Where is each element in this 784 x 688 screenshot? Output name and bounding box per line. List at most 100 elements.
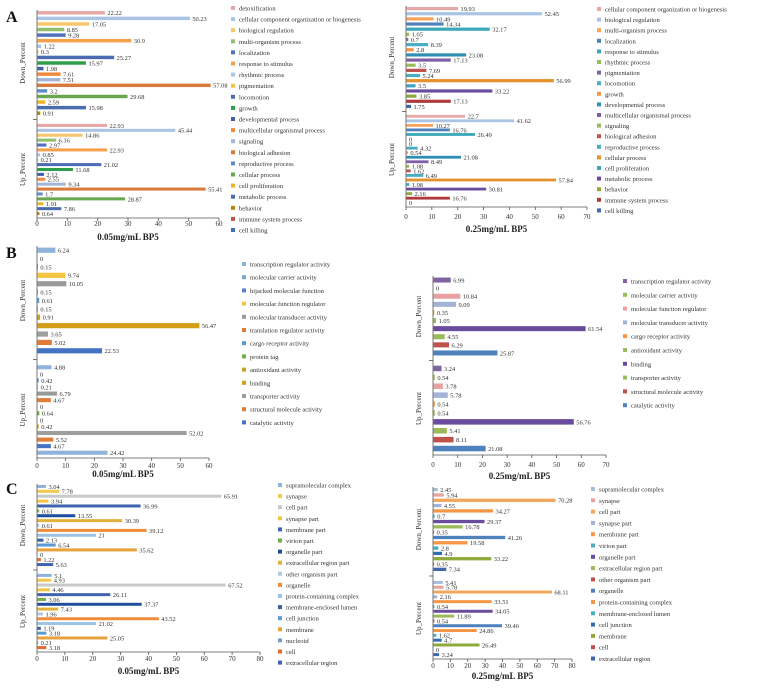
data-label: 34.27 [496,508,511,515]
bar [37,128,176,132]
data-label: 0.54 [437,618,449,625]
data-label: 3.78 [445,384,456,391]
bar [37,607,59,611]
x-tick-label: 60 [534,662,542,670]
bar [433,503,442,508]
bar [37,167,73,172]
data-label: 16.78 [465,524,479,531]
panel-label-c: C [6,481,18,498]
data-label: 55.41 [208,186,222,193]
legend-label: molecular transducer activity [250,314,328,321]
bar [433,445,486,452]
legend-swatch [278,560,282,565]
group-label-up: Up_Percent [388,143,396,176]
legend-label: antioxidant activity [250,367,302,374]
legend-swatch [591,509,595,514]
data-label: 5.78 [446,585,457,592]
legend-label: cell proliferation [605,166,650,173]
legend-swatch [591,633,595,638]
bar [406,94,417,98]
legend-label: synapse part [599,520,632,527]
data-label: 0.54 [437,410,449,417]
bar [37,323,200,329]
data-label: 67.52 [228,582,242,589]
legend-swatch [231,17,235,22]
data-label: 17.13 [453,99,467,106]
data-label: 0.15 [40,306,51,313]
data-label: 34.05 [495,609,509,616]
bar [433,509,494,513]
legend-label: binding [250,380,271,387]
x-axis-label: 0.25mg/mL BP5 [472,671,534,681]
data-label: 4.55 [444,503,455,510]
bar [433,514,435,518]
data-label: 2.12 [46,172,57,179]
data-label: 6.29 [452,342,463,349]
data-label: 4.67 [53,398,65,405]
legend-label: molecular carrier activity [250,275,317,282]
legend-swatch [242,301,246,306]
data-label: 0 [409,200,412,207]
legend-swatch [278,582,282,587]
bar [37,558,41,562]
data-label: 22.93 [110,123,124,130]
data-label: 0.42 [41,378,52,385]
legend-swatch [597,187,601,192]
x-tick-label: 30 [125,220,133,228]
data-label: 41.62 [517,118,531,125]
chart-a-left: 0 10 20 30 40 50 60 0.05mg/mL BP5 Down_Percent 22… [19,6,361,243]
legend-label: metabolic process [239,194,287,201]
x-tick-label: 60 [578,461,586,469]
bar [37,484,46,488]
legend-swatch [591,645,595,650]
group-label-up: Up_Percent [415,392,423,425]
bar [433,436,454,443]
data-label: 57.84 [559,177,574,184]
data-label: 24.42 [110,450,124,457]
bar [37,16,190,21]
x-tick-label: 40 [155,220,163,228]
bar [37,593,111,597]
group-label-down: Down_Percent [19,505,27,547]
data-label: 11.89 [457,613,471,620]
bar [37,509,40,513]
legend-label: extracellular region part [599,566,663,573]
bar [406,48,414,52]
data-label: 36.99 [143,503,157,510]
x-tick-label: 10 [428,213,436,221]
data-label: 3.04 [48,484,60,491]
bar [433,590,552,594]
legend-label: signaling [605,123,630,130]
x-axis-label: 0.05mg/mL BP5 [97,232,159,242]
legend-swatch [623,320,627,325]
legend-label: virion part [286,538,314,545]
legend-swatch [597,17,601,22]
bar [37,187,206,191]
bar [433,541,468,545]
bar [37,378,39,383]
x-tick-label: 80 [569,662,577,670]
legend-swatch [597,208,601,213]
x-tick-label: 70 [584,213,592,221]
chart-b-right: 0 10 20 30 40 50 60 70 0.25mg/mL BP5 Down_Percent… [415,276,712,481]
data-label: 22.7 [468,114,480,121]
legend-swatch [231,139,235,144]
group-label-down: Down_Percent [388,37,396,79]
bar [406,32,410,36]
data-label: 5.24 [423,73,435,80]
data-label: 9.74 [68,273,80,280]
x-tick-label: 0 [35,655,39,663]
x-axis-label: 0.05mg/mL BP5 [118,666,180,676]
bar [433,633,437,637]
legend-label: cellular component organization or bioge… [605,7,727,14]
legend-swatch [278,516,282,521]
data-label: 65.91 [224,494,238,501]
bar [37,617,159,621]
legend-swatch [231,161,235,166]
data-label: 1.62 [439,633,450,640]
legend-label: behavior [239,205,263,212]
bar [37,111,41,115]
legend-label: developmental process [605,102,666,109]
bar [37,348,103,354]
